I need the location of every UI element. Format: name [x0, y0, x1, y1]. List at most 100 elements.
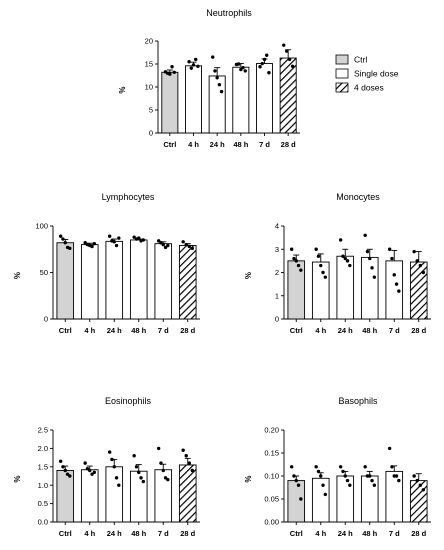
data-point	[187, 461, 191, 465]
data-point	[90, 244, 94, 249]
y-tick-label: 4	[275, 222, 279, 231]
data-point	[114, 243, 119, 248]
data-point	[117, 483, 121, 487]
data-point	[161, 242, 165, 247]
data-point	[159, 241, 163, 245]
chart-lymphocytes: Lymphocytes% 0 50 100 Ctrl 4 h 24 h 48 h 7 d 28 d	[13, 192, 200, 335]
x-tick-label: 28 d	[180, 529, 195, 538]
x-tick-label: 7 d	[389, 529, 400, 538]
bar-6	[178, 464, 197, 523]
data-point	[63, 468, 67, 473]
data-point	[134, 465, 139, 469]
bar-3	[105, 466, 124, 523]
y-tick-label: 1	[275, 291, 279, 300]
data-point	[63, 241, 67, 245]
data-point	[394, 474, 399, 478]
data-point	[243, 69, 247, 73]
data-point	[397, 478, 401, 483]
data-point	[412, 249, 416, 254]
bar-5	[385, 470, 404, 523]
data-point	[338, 465, 343, 469]
data-point	[294, 478, 298, 483]
y-tick-label: 0.20	[264, 426, 279, 435]
data-point	[156, 446, 161, 451]
data-point	[107, 234, 112, 238]
data-point	[397, 289, 401, 293]
data-point	[190, 468, 195, 473]
data-point	[215, 76, 219, 80]
data-point	[110, 457, 114, 462]
data-point	[65, 472, 70, 476]
data-point	[132, 454, 136, 458]
data-point	[314, 247, 318, 251]
x-tick-label: Ctrl	[163, 140, 176, 149]
data-point	[258, 65, 262, 69]
y-tick-label: 0	[44, 315, 48, 324]
data-point	[137, 470, 141, 475]
bar-4	[129, 470, 148, 523]
data-point	[292, 256, 296, 261]
legend-swatch-single-dose	[335, 68, 349, 79]
y-tick-label: 0.5	[38, 499, 48, 508]
data-point	[394, 282, 399, 286]
legend-swatch-ctrl	[335, 54, 349, 65]
data-point	[194, 57, 198, 62]
x-tick-label: 24 h	[210, 140, 225, 149]
data-point	[172, 70, 176, 74]
x-tick-label: 7 d	[259, 140, 270, 149]
x-tick-label: 7 d	[158, 529, 169, 538]
data-point	[267, 71, 271, 75]
bar-2	[311, 261, 330, 320]
y-tick-label: 3	[275, 245, 279, 254]
bar-6	[279, 57, 297, 134]
data-point	[343, 256, 347, 261]
data-point	[68, 474, 72, 478]
legend-item-ctrl: Ctrl	[335, 54, 367, 65]
x-tick-label: 7 d	[158, 326, 169, 335]
data-point	[390, 256, 394, 261]
x-tick-label: 4 h	[315, 326, 326, 335]
data-point	[415, 478, 419, 483]
x-tick-label: Ctrl	[59, 529, 72, 538]
bar-5	[385, 260, 404, 320]
bar-2	[185, 65, 202, 134]
chart-neutrophils: Neutrophils% 0 5 10 15 20 Ctrl 4 h 24 h 48 h 7 d 28…	[118, 8, 300, 149]
data-point	[190, 246, 195, 251]
chart-title: Basophils	[338, 396, 378, 406]
data-point	[107, 450, 112, 454]
data-point	[299, 497, 303, 501]
data-point	[159, 461, 163, 465]
data-point	[294, 259, 298, 263]
data-point	[92, 241, 97, 246]
chart-title: Monocytes	[336, 192, 380, 202]
data-point	[83, 241, 87, 245]
data-point	[166, 477, 170, 482]
data-point	[139, 476, 143, 480]
data-point	[289, 465, 294, 469]
data-point	[187, 60, 191, 64]
data-point	[61, 465, 65, 469]
bar-6	[178, 245, 197, 320]
x-tick-label: 48 h	[362, 529, 377, 538]
x-tick-label: 28 d	[281, 140, 296, 149]
data-point	[187, 244, 191, 249]
data-point	[92, 470, 97, 475]
data-point	[415, 259, 419, 263]
data-point	[282, 43, 286, 47]
x-tick-label: 28 d	[411, 326, 426, 335]
bar-3	[208, 75, 226, 134]
data-point	[345, 259, 350, 263]
data-point	[137, 236, 141, 240]
bar-6	[409, 261, 428, 320]
data-point	[213, 69, 217, 73]
data-point	[88, 468, 92, 473]
data-point	[184, 242, 188, 247]
data-point	[112, 240, 116, 244]
y-tick-label: 0.10	[264, 472, 279, 481]
legend: Ctrl Single dose 4 doses	[335, 54, 399, 93]
x-tick-label: 24 h	[338, 529, 353, 538]
x-tick-label: 4 h	[315, 529, 326, 538]
data-point	[418, 483, 422, 487]
data-point	[217, 83, 222, 87]
bar-5	[256, 63, 273, 134]
